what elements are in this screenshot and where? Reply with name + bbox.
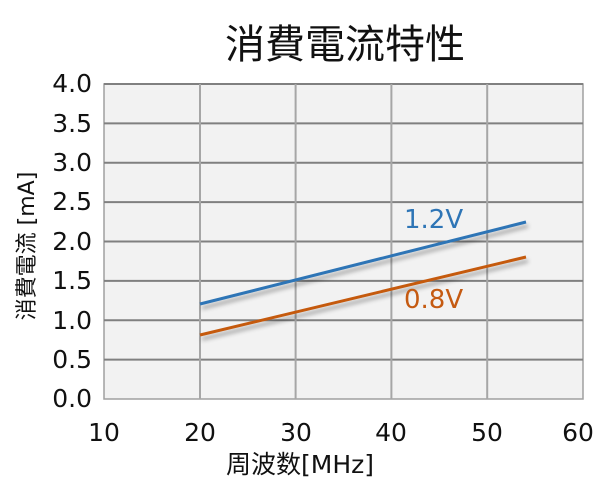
y-tick-label: 2.5 [52,187,92,216]
x-tick-label: 10 [88,418,120,447]
chart-title: 消費電流特性 [225,22,465,68]
vertical-grid-lines [199,84,489,399]
x-tick-label: 20 [184,418,216,447]
x-tick-label: 40 [375,418,407,447]
y-tick-label: 0.0 [52,384,92,413]
y-tick-label: 3.5 [52,109,92,138]
x-tick-label: 50 [471,418,503,447]
y-tick-label: 0.5 [52,345,92,374]
grid-lines [104,83,583,361]
x-tick-label: 60 [562,418,594,447]
series-label-1.2v: 1.2V [404,205,464,235]
y-tick-label: 3.0 [52,148,92,177]
series-line-0.8v [199,255,527,337]
x-axis-label: 周波数[MHz] [226,450,374,479]
y-tick-label: 4.0 [52,69,92,98]
x-tick-label: 30 [280,418,312,447]
y-tick-label: 2.0 [52,227,92,256]
y-tick-label: 1.5 [52,266,92,295]
series-line-1.2v [199,220,527,306]
series-label-0.8v: 0.8V [404,285,464,315]
y-axis-label: 消費電流 [mA] [15,171,40,321]
y-tick-label: 1.0 [52,306,92,335]
